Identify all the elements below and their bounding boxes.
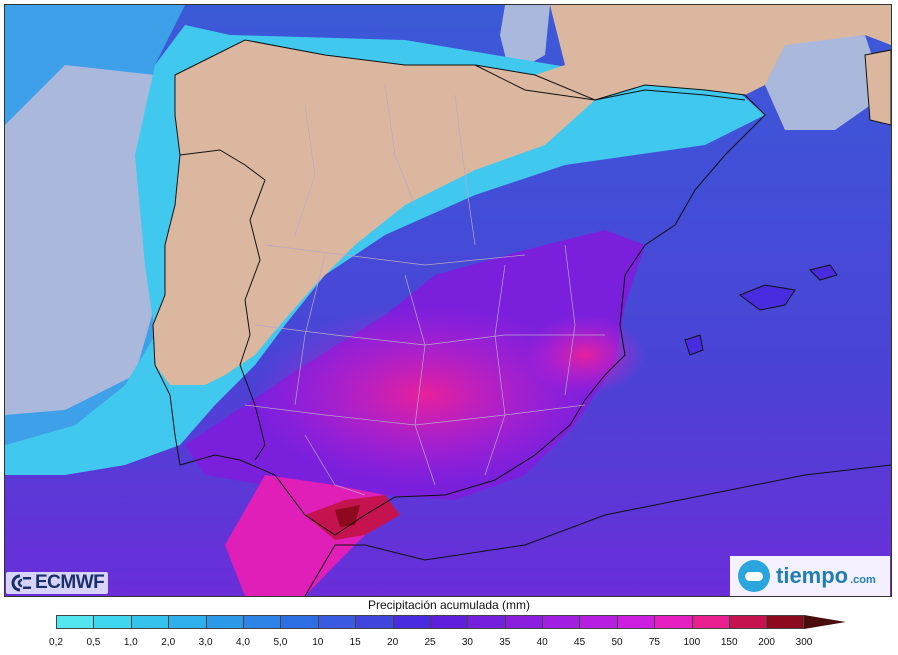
legend-tick-label: 2,0 — [161, 637, 176, 648]
legend-swatch — [579, 615, 617, 629]
dry-land-area — [153, 5, 891, 385]
legend-tick-label: 3,0 — [198, 637, 213, 648]
legend-tick-label: 0,5 — [86, 637, 101, 648]
legend-tick-label: 4,0 — [236, 637, 250, 648]
legend-swatch — [542, 615, 580, 629]
province-lines — [244, 84, 605, 496]
menorca — [809, 264, 838, 281]
legend-swatch — [467, 615, 505, 629]
gulf-of-lion-dry-area — [765, 35, 885, 130]
legend-tick-label: 20 — [387, 637, 399, 648]
legend-swatch — [205, 615, 243, 629]
map-canvas — [5, 5, 891, 596]
legend-swatch — [616, 615, 655, 629]
precipitation-map — [4, 4, 892, 597]
legend-swatch — [280, 615, 318, 629]
legend-tick-label: 5,0 — [273, 637, 288, 648]
legend-tick-labels: 0,2 0,5 1,0 2,0 3,0 4,0 5,0 10 15 20 25 30 35 40 45 50 7… — [0, 637, 898, 653]
magenta-core — [255, 305, 595, 485]
tiempo-logo-text: tiempo — [776, 563, 849, 588]
legend-swatch — [429, 615, 468, 629]
darkred-extreme-cell — [335, 505, 360, 527]
legend-tick-label: 30 — [461, 637, 473, 648]
tiempo-logo: tiempo .com — [730, 556, 890, 596]
legend-tick-label: 45 — [574, 637, 586, 648]
iberia-coastline — [152, 39, 766, 536]
legend-swatch — [56, 615, 94, 629]
cloud-icon — [738, 560, 770, 592]
legend-tick-label: 0,2 — [49, 637, 63, 648]
legend-tick-label: 15 — [349, 637, 361, 648]
ecmwf-logo: ECMWF — [6, 572, 109, 594]
legend-swatch — [317, 615, 356, 629]
legend-overflow-arrow — [804, 615, 846, 629]
legend-swatch — [168, 615, 206, 629]
mallorca — [738, 284, 796, 311]
portugal-border — [179, 149, 266, 461]
legend-swatch — [130, 615, 169, 629]
ibiza — [684, 334, 704, 356]
legend-tick-label: 10 — [312, 637, 324, 648]
legend-title: Precipitación acumulada (mm) — [367, 598, 531, 612]
legend-tick-label: 100 — [683, 637, 701, 648]
legend-swatch — [691, 615, 730, 629]
legend-tick-label: 25 — [424, 637, 436, 648]
ecmwf-mark-icon — [10, 574, 32, 592]
legend-swatch — [93, 615, 131, 629]
legend-tick-label: 150 — [720, 637, 738, 648]
sardinia-edge — [864, 49, 891, 126]
legend-swatch — [355, 615, 393, 629]
africa-coastline — [304, 464, 891, 596]
legend-swatch — [654, 615, 692, 629]
legend-tick-label: 40 — [536, 637, 548, 648]
france-border — [474, 64, 746, 101]
magenta-murcia — [525, 315, 645, 395]
legend-tick-label: 35 — [499, 637, 511, 648]
legend-tick-label: 1,0 — [123, 637, 138, 648]
biscay-dry-area — [500, 5, 550, 75]
legend-swatch — [729, 615, 767, 629]
legend-swatch — [504, 615, 543, 629]
ecmwf-logo-text: ECMWF — [35, 572, 105, 593]
legend-swatch — [766, 615, 804, 629]
legend-tick-label: 75 — [648, 637, 660, 648]
atlantic-dry-area — [5, 65, 155, 415]
legend-tick-label: 200 — [758, 637, 775, 648]
tiempo-logo-domain: .com — [850, 574, 876, 586]
legend-swatch — [242, 615, 281, 629]
legend-swatch — [392, 615, 430, 629]
legend-tick-label: 50 — [611, 637, 623, 648]
legend-tick-label: 300 — [795, 637, 813, 648]
legend-colorbar — [56, 615, 804, 629]
